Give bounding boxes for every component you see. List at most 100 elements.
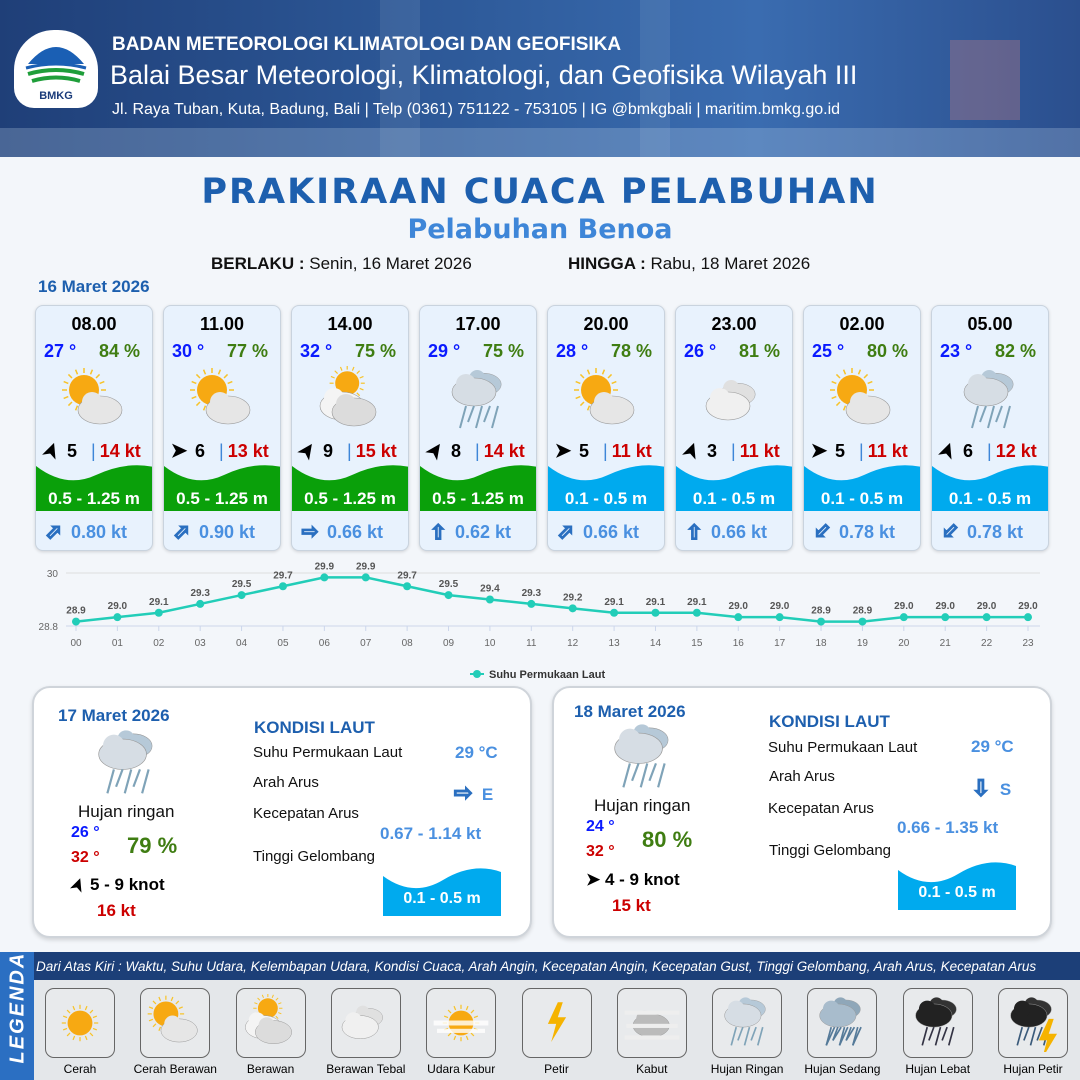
valid-from: BERLAKU : Senin, 16 Maret 2026 bbox=[211, 254, 472, 274]
wave-icon bbox=[932, 465, 1048, 511]
current-speed: 0.66 kt bbox=[583, 522, 640, 542]
data-label: 29.5 bbox=[439, 579, 459, 590]
x-tick: 05 bbox=[277, 638, 289, 649]
data-point[interactable] bbox=[485, 595, 494, 604]
wave-height: 0.5 - 1.25 m bbox=[432, 489, 524, 508]
x-tick: 09 bbox=[443, 638, 455, 649]
legend-item-label: Hujan Ringan bbox=[710, 1062, 784, 1076]
legend-item-label: Cerah Berawan bbox=[133, 1062, 217, 1076]
data-point[interactable] bbox=[775, 613, 784, 622]
data-point[interactable] bbox=[651, 608, 660, 617]
data-point[interactable] bbox=[361, 573, 370, 582]
hujan-ringan-icon bbox=[451, 370, 502, 429]
data-point[interactable] bbox=[610, 608, 619, 617]
legend-item-label: Hujan Petir bbox=[1003, 1062, 1063, 1076]
humidity: 75 % bbox=[482, 341, 524, 361]
data-label: 29.9 bbox=[315, 561, 335, 572]
wind-direction-icon: ➤ bbox=[554, 440, 572, 462]
air-temp: 32 ° bbox=[300, 341, 333, 361]
data-point[interactable] bbox=[1024, 613, 1032, 622]
data-point[interactable] bbox=[237, 591, 246, 600]
wave-height: 0.1 - 0.5 m bbox=[918, 884, 996, 901]
data-point[interactable] bbox=[568, 604, 577, 613]
weather-description: Hujan ringan bbox=[78, 802, 175, 821]
data-point[interactable] bbox=[899, 613, 908, 622]
forecast-card: 23.00 26 ° 81 % ➤ 3 | 11 kt 0.1 - 0.5 m ⇨… bbox=[675, 305, 793, 551]
data-point[interactable] bbox=[858, 617, 867, 626]
current-info: ⇨ 0.66 kt bbox=[682, 519, 767, 544]
wind-speed: 5 bbox=[579, 441, 590, 461]
current-info: ⇨ 0.90 kt bbox=[168, 518, 255, 546]
legend-series-label[interactable]: Suhu Permukaan Laut bbox=[489, 669, 605, 681]
legend-item-hujan-lebat: Hujan Lebat bbox=[902, 988, 973, 1076]
humidity: 77 % bbox=[226, 341, 268, 361]
wind-speed: 6 bbox=[195, 441, 206, 461]
legend-marker bbox=[473, 670, 481, 678]
x-tick: 21 bbox=[940, 638, 952, 649]
gust-speed: 12 kt bbox=[995, 441, 1037, 461]
sst-chart: 30 28.8 28.9 00 29.0 01 29.1 02 29.3 03 29.5 04 29.7… bbox=[39, 561, 1040, 681]
data-point[interactable] bbox=[527, 599, 536, 608]
temp-max: 32 ° bbox=[586, 843, 615, 860]
x-tick: 14 bbox=[650, 638, 662, 649]
data-label: 28.9 bbox=[853, 606, 873, 617]
bmkg-logo-icon bbox=[25, 47, 87, 83]
legend-item-hujan-petir: Hujan Petir bbox=[998, 988, 1068, 1076]
data-point[interactable] bbox=[278, 582, 287, 591]
forecast-time: 02.00 bbox=[839, 314, 885, 334]
air-temp: 28 ° bbox=[556, 341, 589, 361]
forecast-card: 11.00 30 ° 77 % ➤ 6 | 13 kt 0.5 - 1.25 m … bbox=[163, 305, 281, 551]
current-speed: 0.66 kt bbox=[327, 522, 384, 542]
data-label: 29.0 bbox=[770, 601, 790, 612]
wave-icon bbox=[420, 465, 536, 511]
current-direction-code: E bbox=[481, 785, 494, 804]
valid-to-date: Rabu, 18 Maret 2026 bbox=[650, 254, 811, 273]
x-tick: 16 bbox=[733, 638, 745, 649]
data-point[interactable] bbox=[113, 613, 122, 622]
contact-info: Jl. Raya Tuban, Kuta, Badung, Bali | Tel… bbox=[112, 101, 841, 118]
data-label: 29.5 bbox=[232, 579, 252, 590]
wave-height-label: Tinggi Gelombang bbox=[253, 848, 376, 865]
current-speed: 0.78 kt bbox=[967, 522, 1024, 542]
data-point[interactable] bbox=[154, 608, 163, 617]
weather-icon-wrap bbox=[828, 366, 898, 436]
wind-info: ➤ 9 | 15 kt bbox=[294, 438, 408, 464]
data-point[interactable] bbox=[941, 613, 950, 622]
legend-item-udara-kabur: Udara Kabur bbox=[426, 988, 497, 1076]
gust-speed: 11 kt bbox=[739, 441, 780, 461]
current-direction-icon: ⇨ bbox=[168, 518, 197, 546]
sst-label: Suhu Permukaan Laut bbox=[253, 744, 403, 761]
current-direction: ⇨ S bbox=[969, 775, 1012, 801]
x-tick: 08 bbox=[402, 638, 414, 649]
data-point[interactable] bbox=[734, 613, 743, 622]
data-point[interactable] bbox=[817, 617, 826, 626]
wind-info: ➤ 6 | 12 kt bbox=[934, 438, 1048, 463]
sst-label: Suhu Permukaan Laut bbox=[768, 739, 918, 756]
data-label: 29.0 bbox=[894, 601, 914, 612]
data-label: 28.9 bbox=[66, 606, 86, 617]
hujan-ringan-icon bbox=[724, 997, 766, 1046]
sst-value: 29 °C bbox=[971, 737, 1014, 756]
current-speed: 0.80 kt bbox=[71, 522, 128, 542]
wave-height: 0.5 - 1.25 m bbox=[48, 489, 140, 508]
daily-date: 17 Maret 2026 bbox=[58, 706, 170, 725]
data-point[interactable] bbox=[692, 608, 701, 617]
cerah-icon bbox=[61, 1004, 99, 1042]
data-label: 29.0 bbox=[729, 601, 749, 612]
data-point[interactable] bbox=[403, 582, 412, 591]
port-name: Pelabuhan Benoa bbox=[407, 214, 673, 245]
data-point[interactable] bbox=[444, 591, 453, 600]
data-point[interactable] bbox=[72, 617, 80, 626]
wind-info: ➤ 6 | 13 kt bbox=[168, 438, 280, 463]
current-direction-icon: ⇨ bbox=[552, 518, 581, 546]
data-point[interactable] bbox=[320, 573, 329, 582]
x-tick: 10 bbox=[484, 638, 496, 649]
forecast-time: 14.00 bbox=[327, 314, 373, 334]
data-point[interactable] bbox=[982, 613, 991, 622]
legend-item-label: Petir bbox=[544, 1062, 569, 1076]
data-point[interactable] bbox=[196, 599, 205, 608]
current-speed-label: Kecepatan Arus bbox=[768, 800, 874, 817]
data-label: 29.0 bbox=[977, 601, 997, 612]
data-label: 29.3 bbox=[190, 588, 210, 599]
wave-height: 0.1 - 0.5 m bbox=[948, 489, 1032, 508]
